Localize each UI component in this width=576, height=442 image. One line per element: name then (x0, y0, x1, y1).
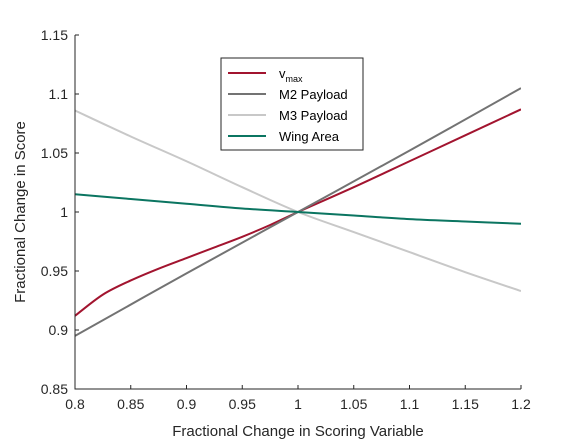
legend-item: vmax (228, 66, 303, 84)
legend-item: M3 Payload (228, 108, 348, 123)
legend-item: M2 Payload (228, 87, 348, 102)
x-tick-label: 0.95 (229, 396, 256, 412)
x-tick-label: 1.15 (452, 396, 479, 412)
y-tick-label: 1.1 (49, 86, 69, 102)
y-tick-label: 1.15 (41, 27, 68, 43)
legend-label: M2 Payload (279, 87, 348, 102)
x-tick-label: 1 (294, 396, 302, 412)
x-tick-label: 0.85 (117, 396, 144, 412)
x-tick-label: 1.05 (340, 396, 367, 412)
y-tick-label: 0.95 (41, 263, 68, 279)
tick-labels: 0.8 0.85 0.9 0.95 1 1.05 1.1 1.15 1.20.850.90.95… (41, 27, 531, 412)
y-tick-label: 1 (60, 204, 68, 220)
legend-label: Wing Area (279, 129, 340, 144)
y-axis-label: Fractional Change in Score (12, 121, 29, 303)
legend: vmax M2 Payload M3 Payload Wing Area (220, 57, 364, 151)
x-tick-label: 0.9 (177, 396, 197, 412)
legend-label: M3 Payload (279, 108, 348, 123)
axes (74, 34, 522, 390)
y-tick-label: 0.85 (41, 381, 68, 397)
y-tick-label: 0.9 (49, 322, 69, 338)
series-line-wing-area (75, 193, 521, 225)
legend-label: vmax (279, 66, 303, 84)
x-tick-label: 1.1 (400, 396, 420, 412)
y-tick-label: 1.05 (41, 145, 68, 161)
x-axis-label: Fractional Change in Scoring Variable (172, 423, 424, 440)
x-tick-label: 1.2 (511, 396, 531, 412)
plot-area (75, 87, 521, 337)
series-line-v-max (75, 108, 521, 317)
legend-item: Wing Area (228, 129, 340, 144)
x-tick-label: 0.8 (65, 396, 85, 412)
